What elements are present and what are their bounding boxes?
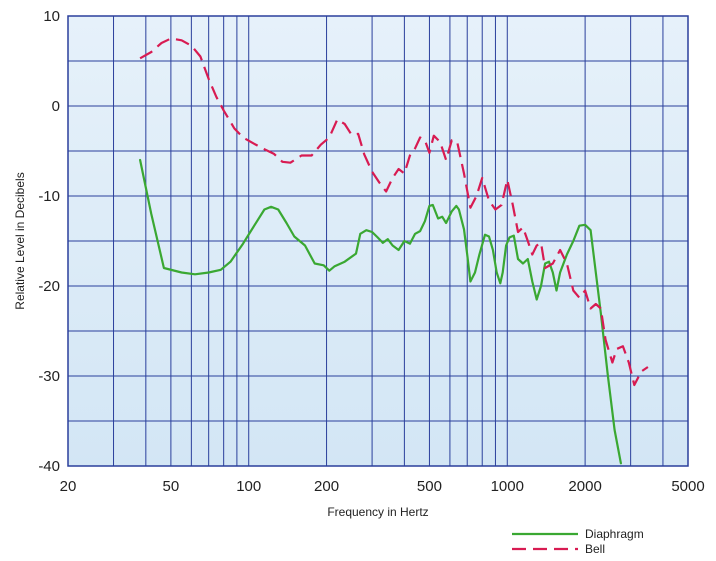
series-line-diaphragm [139, 158, 622, 465]
y-tick-labels: 10 0 -10 -20 -30 -40 [38, 8, 60, 475]
legend-label-diaphragm: Diaphragm [585, 527, 644, 541]
y-tick-label: 10 [43, 8, 60, 25]
plot-frame [67, 15, 689, 467]
series-line-bell [139, 37, 649, 387]
x-tick-label: 50 [163, 478, 180, 495]
x-tick-label: 200 [314, 478, 339, 495]
x-tick-label: 500 [417, 478, 442, 495]
x-tick-label: 2000 [568, 478, 601, 495]
x-tick-label: 5000 [671, 478, 704, 495]
y-tick-label: 0 [52, 98, 60, 115]
y-tick-label: -20 [38, 278, 60, 295]
x-tick-label: 20 [60, 478, 77, 495]
major-grid [68, 60, 688, 422]
x-axis-label: Frequency in Hertz [327, 505, 428, 519]
x-tick-label: 100 [236, 478, 261, 495]
y-axis-label: Relative Level in Decibels [13, 172, 27, 309]
x-tick-label: 1000 [491, 478, 524, 495]
y-tick-label: -40 [38, 458, 60, 475]
legend-label-bell: Bell [585, 542, 605, 556]
series-layer [139, 37, 649, 465]
y-tick-label: -10 [38, 188, 60, 205]
x-tick-labels: 20 50 100 200 500 1000 2000 5000 [60, 478, 705, 495]
y-tick-label: -30 [38, 368, 60, 385]
